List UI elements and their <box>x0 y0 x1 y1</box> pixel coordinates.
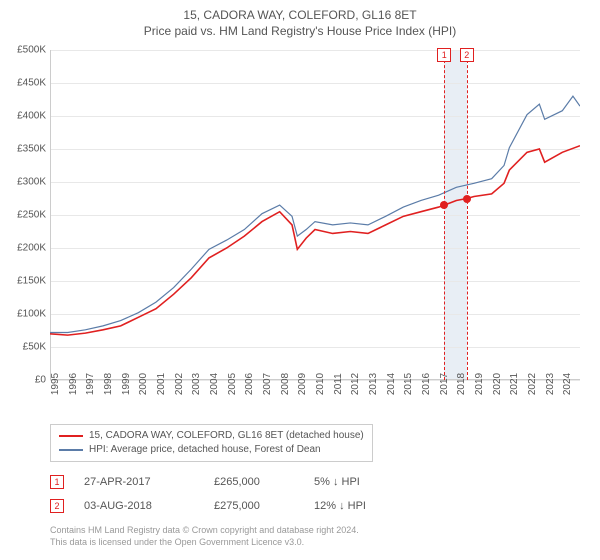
series-property <box>50 146 580 335</box>
transaction-marker: 1 <box>50 475 64 489</box>
y-tick-label: £500K <box>17 45 46 56</box>
y-tick-label: £350K <box>17 144 46 155</box>
x-tick-label: 2013 <box>368 373 379 395</box>
x-tick-label: 1999 <box>121 373 132 395</box>
marker-line <box>444 50 445 380</box>
x-tick-label: 2021 <box>509 373 520 395</box>
x-tick-label: 1997 <box>85 373 96 395</box>
x-tick-label: 1998 <box>103 373 114 395</box>
line-series <box>50 50 580 380</box>
x-tick-label: 2007 <box>262 373 273 395</box>
transaction-price: £275,000 <box>214 500 294 512</box>
y-tick-label: £150K <box>17 276 46 287</box>
legend-swatch <box>59 449 83 451</box>
x-tick-label: 2015 <box>403 373 414 395</box>
chart-title: 15, CADORA WAY, COLEFORD, GL16 8ET <box>0 0 600 22</box>
x-tick-label: 2019 <box>474 373 485 395</box>
x-tick-label: 2023 <box>545 373 556 395</box>
chart-subtitle: Price paid vs. HM Land Registry's House … <box>0 22 600 38</box>
transaction-date: 27-APR-2017 <box>84 476 194 488</box>
x-tick-label: 2008 <box>280 373 291 395</box>
chart-container: 15, CADORA WAY, COLEFORD, GL16 8ET Price… <box>0 0 600 560</box>
x-tick-label: 2017 <box>439 373 450 395</box>
transaction-diff: 5% ↓ HPI <box>314 476 404 488</box>
x-tick-label: 2006 <box>244 373 255 395</box>
marker-dot <box>463 195 471 203</box>
y-tick-label: £400K <box>17 111 46 122</box>
marker-box: 2 <box>460 48 474 62</box>
transaction-row: 2 03-AUG-2018 £275,000 12% ↓ HPI <box>50 494 404 518</box>
x-tick-label: 2024 <box>562 373 573 395</box>
marker-line <box>467 50 468 380</box>
y-tick-label: £250K <box>17 210 46 221</box>
x-tick-label: 1995 <box>50 373 61 395</box>
x-tick-label: 2000 <box>138 373 149 395</box>
transaction-row: 1 27-APR-2017 £265,000 5% ↓ HPI <box>50 470 404 494</box>
legend-label: 15, CADORA WAY, COLEFORD, GL16 8ET (deta… <box>89 429 364 443</box>
y-tick-label: £0 <box>35 375 46 386</box>
legend: 15, CADORA WAY, COLEFORD, GL16 8ET (deta… <box>50 424 373 462</box>
y-tick-label: £450K <box>17 78 46 89</box>
x-tick-label: 2012 <box>350 373 361 395</box>
x-tick-label: 2003 <box>191 373 202 395</box>
footer-line-1: Contains HM Land Registry data © Crown c… <box>50 524 359 536</box>
legend-row: 15, CADORA WAY, COLEFORD, GL16 8ET (deta… <box>59 429 364 443</box>
y-tick-label: £300K <box>17 177 46 188</box>
x-tick-label: 2001 <box>156 373 167 395</box>
x-tick-label: 2020 <box>492 373 503 395</box>
marker-dot <box>440 201 448 209</box>
x-tick-label: 2014 <box>386 373 397 395</box>
legend-swatch <box>59 435 83 437</box>
y-tick-label: £200K <box>17 243 46 254</box>
x-tick-label: 2005 <box>227 373 238 395</box>
marker-box: 1 <box>437 48 451 62</box>
legend-row: HPI: Average price, detached house, Fore… <box>59 443 364 457</box>
plot-area: 12 £0£50K£100K£150K£200K£250K£300K£350K£… <box>50 50 580 380</box>
footer-attribution: Contains HM Land Registry data © Crown c… <box>50 524 359 548</box>
y-tick-label: £100K <box>17 309 46 320</box>
x-tick-label: 2018 <box>456 373 467 395</box>
y-tick-label: £50K <box>23 342 46 353</box>
transaction-marker: 2 <box>50 499 64 513</box>
legend-label: HPI: Average price, detached house, Fore… <box>89 443 321 457</box>
x-tick-label: 2022 <box>527 373 538 395</box>
footer-line-2: This data is licensed under the Open Gov… <box>50 536 359 548</box>
x-tick-label: 1996 <box>68 373 79 395</box>
transaction-diff: 12% ↓ HPI <box>314 500 404 512</box>
x-tick-label: 2004 <box>209 373 220 395</box>
x-tick-label: 2010 <box>315 373 326 395</box>
x-tick-label: 2009 <box>297 373 308 395</box>
series-hpi <box>50 96 580 332</box>
x-tick-label: 2016 <box>421 373 432 395</box>
transaction-date: 03-AUG-2018 <box>84 500 194 512</box>
transaction-table: 1 27-APR-2017 £265,000 5% ↓ HPI 2 03-AUG-2018… <box>50 470 404 518</box>
x-tick-label: 2011 <box>333 373 344 395</box>
transaction-price: £265,000 <box>214 476 294 488</box>
x-tick-label: 2002 <box>174 373 185 395</box>
